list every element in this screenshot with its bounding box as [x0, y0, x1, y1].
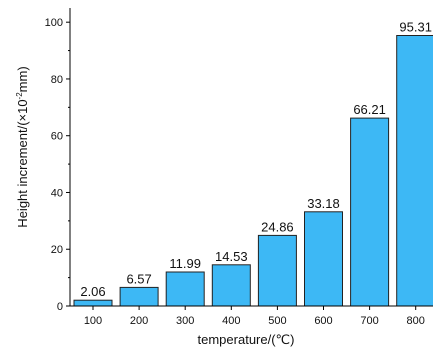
bar-100 — [73, 299, 113, 307]
x-tick-label-600: 600 — [314, 315, 332, 327]
y-tick-label-60: 60 — [51, 131, 63, 143]
y-axis-title-tail: mm) — [15, 66, 30, 92]
y-tick-label-80: 80 — [51, 74, 63, 86]
x-tick-label-800: 800 — [407, 315, 425, 327]
x-tick-label-300: 300 — [176, 315, 194, 327]
value-label-400: 14.53 — [215, 249, 248, 264]
value-label-200: 6.57 — [126, 271, 151, 286]
value-label-100: 2.06 — [80, 284, 105, 299]
bar-500 — [257, 234, 297, 307]
bar-700 — [350, 117, 390, 307]
bar-300 — [165, 271, 205, 307]
x-tick-label-500: 500 — [268, 315, 286, 327]
bar-200 — [119, 286, 159, 307]
y-axis-title: Height increment/(×10-2mm) — [15, 66, 30, 227]
y-ticks-layer: 0 20 40 60 80 100 — [45, 17, 70, 313]
x-ticks-layer: 100 200 300 400 500 600 700 800 — [84, 306, 425, 327]
y-tick-label-40: 40 — [51, 187, 63, 199]
bar-600 — [304, 211, 343, 307]
bar-800 — [396, 35, 433, 307]
value-label-800: 95.31 — [399, 20, 432, 35]
value-label-300: 11.99 — [169, 256, 201, 271]
value-label-500: 24.86 — [261, 219, 294, 234]
x-tick-label-200: 200 — [130, 315, 148, 327]
y-axis-title-main: Height increment/(×10 — [15, 99, 30, 227]
x-tick-label-700: 700 — [360, 315, 378, 327]
value-label-600: 33.18 — [307, 196, 340, 211]
value-label-700: 66.21 — [353, 102, 386, 117]
y-tick-label-100: 100 — [45, 17, 63, 29]
bars-layer — [73, 35, 433, 307]
y-tick-label-20: 20 — [51, 244, 63, 256]
x-axis-title: temperature/(℃) — [198, 332, 295, 347]
x-tick-label-100: 100 — [84, 315, 102, 327]
y-tick-label-0: 0 — [57, 301, 63, 313]
bar-400 — [211, 264, 251, 307]
value-labels-layer: 2.06 6.57 11.99 14.53 24.86 33.18 66.21 95.31 — [80, 20, 432, 300]
y-axis-title-superscript: -2 — [15, 92, 24, 100]
x-tick-label-400: 400 — [222, 315, 240, 327]
